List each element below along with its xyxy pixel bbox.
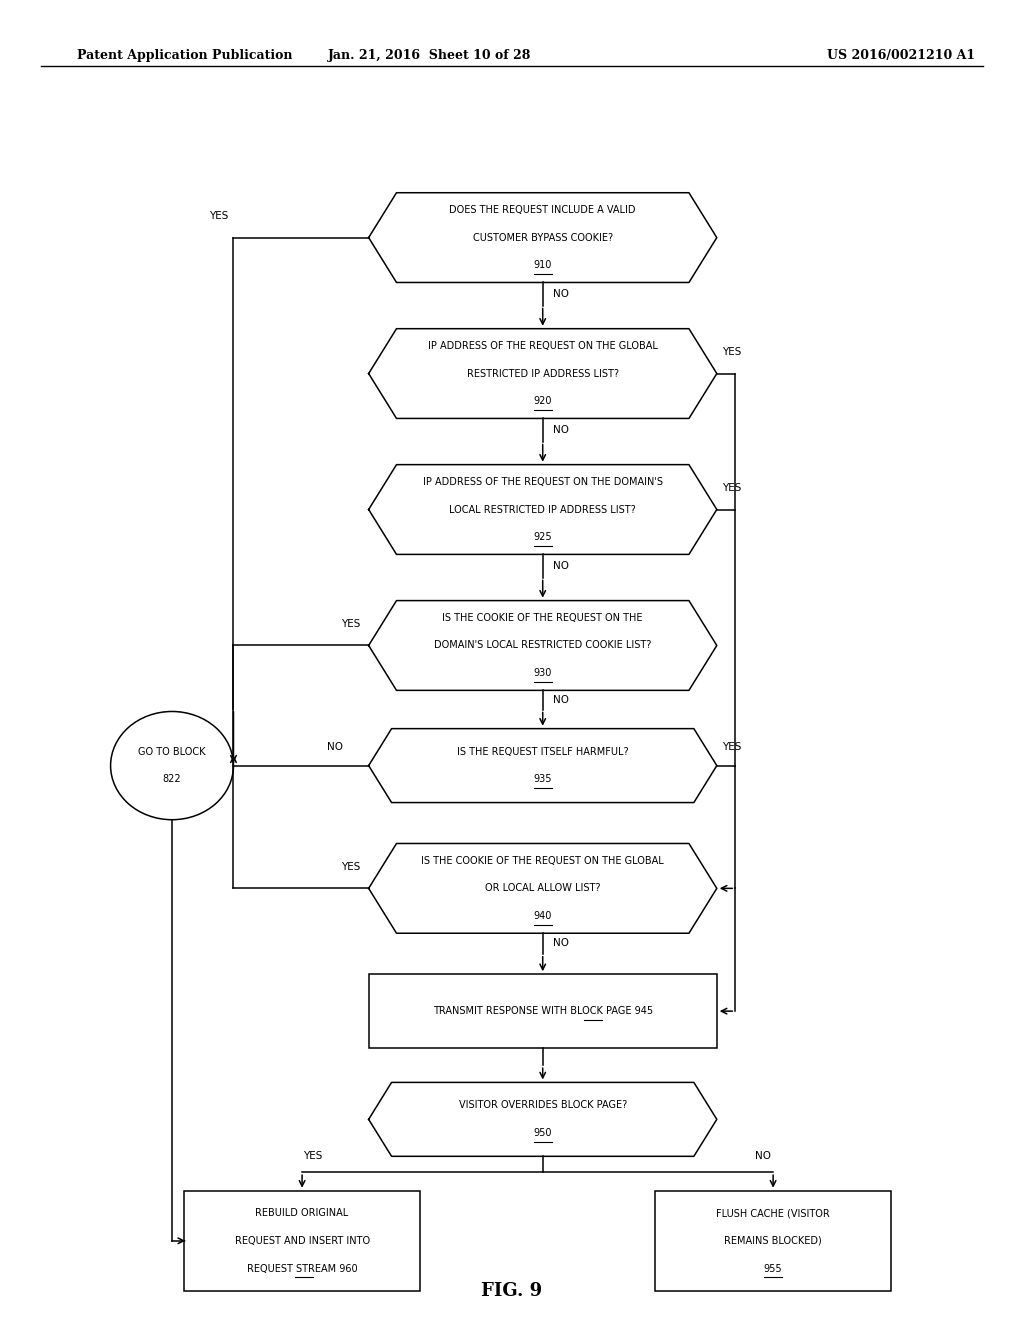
Text: REQUEST AND INSERT INTO: REQUEST AND INSERT INTO: [234, 1236, 370, 1246]
Text: FLUSH CACHE (VISITOR: FLUSH CACHE (VISITOR: [716, 1208, 830, 1218]
Text: REQUEST STREAM 960: REQUEST STREAM 960: [247, 1263, 357, 1274]
Text: YES: YES: [209, 211, 228, 222]
Text: NO: NO: [755, 1151, 771, 1162]
Text: OR LOCAL ALLOW LIST?: OR LOCAL ALLOW LIST?: [485, 883, 600, 894]
Ellipse shape: [111, 711, 233, 820]
Text: 925: 925: [534, 532, 552, 543]
Text: YES: YES: [722, 742, 741, 752]
FancyBboxPatch shape: [184, 1191, 420, 1291]
Text: GO TO BLOCK: GO TO BLOCK: [138, 747, 206, 756]
Text: NO: NO: [553, 694, 569, 705]
Text: 955: 955: [764, 1263, 782, 1274]
Text: CUSTOMER BYPASS COOKIE?: CUSTOMER BYPASS COOKIE?: [473, 232, 612, 243]
Text: NO: NO: [553, 425, 569, 436]
Text: IS THE REQUEST ITSELF HARMFUL?: IS THE REQUEST ITSELF HARMFUL?: [457, 747, 629, 756]
Text: NO: NO: [553, 561, 569, 572]
Text: IS THE COOKIE OF THE REQUEST ON THE GLOBAL: IS THE COOKIE OF THE REQUEST ON THE GLOB…: [421, 855, 665, 866]
Polygon shape: [369, 1082, 717, 1156]
Text: NO: NO: [327, 742, 343, 752]
Text: YES: YES: [303, 1151, 322, 1162]
Text: Jan. 21, 2016  Sheet 10 of 28: Jan. 21, 2016 Sheet 10 of 28: [329, 49, 531, 62]
Text: NO: NO: [553, 939, 569, 949]
Polygon shape: [369, 465, 717, 554]
Text: 822: 822: [163, 775, 181, 784]
Text: LOCAL RESTRICTED IP ADDRESS LIST?: LOCAL RESTRICTED IP ADDRESS LIST?: [450, 504, 636, 515]
FancyBboxPatch shape: [655, 1191, 891, 1291]
Text: RESTRICTED IP ADDRESS LIST?: RESTRICTED IP ADDRESS LIST?: [467, 368, 618, 379]
Polygon shape: [369, 601, 717, 690]
Text: IP ADDRESS OF THE REQUEST ON THE GLOBAL: IP ADDRESS OF THE REQUEST ON THE GLOBAL: [428, 341, 657, 351]
Text: 940: 940: [534, 911, 552, 921]
Text: YES: YES: [341, 862, 360, 873]
Text: REBUILD ORIGINAL: REBUILD ORIGINAL: [255, 1208, 349, 1218]
Text: NO: NO: [553, 289, 569, 300]
Polygon shape: [369, 729, 717, 803]
Text: YES: YES: [722, 483, 741, 494]
Text: 950: 950: [534, 1129, 552, 1138]
Text: IP ADDRESS OF THE REQUEST ON THE DOMAIN'S: IP ADDRESS OF THE REQUEST ON THE DOMAIN'…: [423, 477, 663, 487]
Text: 935: 935: [534, 775, 552, 784]
Text: REMAINS BLOCKED): REMAINS BLOCKED): [724, 1236, 822, 1246]
Text: YES: YES: [341, 619, 360, 630]
Polygon shape: [369, 329, 717, 418]
Text: TRANSMIT RESPONSE WITH BLOCK PAGE 945: TRANSMIT RESPONSE WITH BLOCK PAGE 945: [433, 1006, 652, 1016]
Polygon shape: [369, 843, 717, 933]
Text: DOES THE REQUEST INCLUDE A VALID: DOES THE REQUEST INCLUDE A VALID: [450, 205, 636, 215]
Text: 930: 930: [534, 668, 552, 678]
Text: Patent Application Publication: Patent Application Publication: [77, 49, 292, 62]
FancyBboxPatch shape: [369, 974, 717, 1048]
Text: 910: 910: [534, 260, 552, 271]
Text: 920: 920: [534, 396, 552, 407]
Text: IS THE COOKIE OF THE REQUEST ON THE: IS THE COOKIE OF THE REQUEST ON THE: [442, 612, 643, 623]
Text: DOMAIN'S LOCAL RESTRICTED COOKIE LIST?: DOMAIN'S LOCAL RESTRICTED COOKIE LIST?: [434, 640, 651, 651]
Text: VISITOR OVERRIDES BLOCK PAGE?: VISITOR OVERRIDES BLOCK PAGE?: [459, 1101, 627, 1110]
Text: YES: YES: [722, 347, 741, 358]
Polygon shape: [369, 193, 717, 282]
Text: US 2016/0021210 A1: US 2016/0021210 A1: [827, 49, 975, 62]
Text: FIG. 9: FIG. 9: [481, 1282, 543, 1300]
